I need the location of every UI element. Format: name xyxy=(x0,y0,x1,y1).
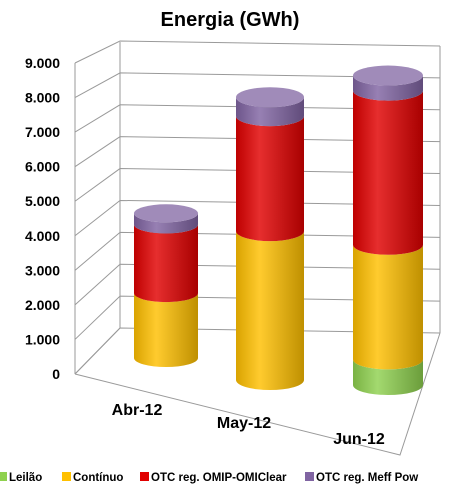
chart-walls xyxy=(74,40,441,456)
legend-swatch xyxy=(0,472,7,481)
legend-swatch xyxy=(62,472,71,481)
floor-left-edge xyxy=(74,327,121,375)
bar-body xyxy=(236,231,304,390)
chart-title: Energia (GWh) xyxy=(161,9,300,31)
bar-body xyxy=(134,224,198,303)
y-tick-label: 6.000 xyxy=(25,159,60,175)
y-axis-ticks: 0 1.000 2.000 3.000 4.000 5.000 6.000 7.000 8.00… xyxy=(25,55,60,382)
bar-body xyxy=(134,293,198,367)
y-tick-label: 2.000 xyxy=(25,297,60,313)
legend-label: OTC reg. Meff Pow xyxy=(316,472,418,484)
y-tick-label: 3.000 xyxy=(25,262,60,278)
bar-body xyxy=(134,213,198,234)
bars xyxy=(134,65,423,395)
legend-item: OTC reg. Meff Pow xyxy=(305,472,418,484)
legend-label: Contínuo xyxy=(73,472,123,484)
x-axis-categories: Abr-12 May-12 Jun-12 xyxy=(112,402,385,448)
legend-label: Leilão xyxy=(9,472,42,484)
bar-body xyxy=(236,97,304,127)
bar-segment xyxy=(353,244,423,370)
y-tick-label: 9.000 xyxy=(25,55,60,71)
bar-segment xyxy=(134,204,198,234)
bar-segment xyxy=(134,293,198,367)
legend-item: Leilão xyxy=(0,472,42,484)
bar-body xyxy=(353,244,423,370)
legend-swatch xyxy=(140,472,149,481)
bar-segment xyxy=(236,231,304,390)
x-tick-label: Abr-12 xyxy=(112,402,163,419)
bar-segment xyxy=(353,65,423,101)
bar-segment xyxy=(353,90,423,255)
bar-top xyxy=(353,65,423,86)
legend-item: OTC reg. OMIP-OMIClear xyxy=(140,472,287,484)
bar-body xyxy=(236,116,304,242)
bar-segment xyxy=(236,87,304,127)
y-tick-label: 4.000 xyxy=(25,228,60,244)
y-tick-label: 5.000 xyxy=(25,193,60,209)
gridline xyxy=(74,40,441,64)
bar-body xyxy=(353,90,423,255)
legend-item: Contínuo xyxy=(62,472,123,484)
y-tick-label: 0 xyxy=(52,366,60,382)
legend-swatch xyxy=(305,472,314,481)
bar-top xyxy=(134,204,198,223)
x-tick-label: May-12 xyxy=(217,415,271,432)
bar-body xyxy=(353,75,423,101)
bar-segment xyxy=(236,116,304,242)
legend-label: OTC reg. OMIP-OMIClear xyxy=(151,472,287,484)
bar-segment xyxy=(134,224,198,303)
x-tick-label: Jun-12 xyxy=(333,431,385,448)
bar-segment xyxy=(353,359,423,395)
bar-body xyxy=(353,359,423,395)
legend: Leilão Contínuo OTC reg. OMIP-OMIClear OTC … xyxy=(0,472,418,484)
floor-edge xyxy=(74,332,441,456)
y-tick-label: 8.000 xyxy=(25,90,60,106)
y-tick-label: 1.000 xyxy=(25,331,60,347)
y-tick-label: 7.000 xyxy=(25,124,60,140)
bar-top xyxy=(236,87,304,108)
